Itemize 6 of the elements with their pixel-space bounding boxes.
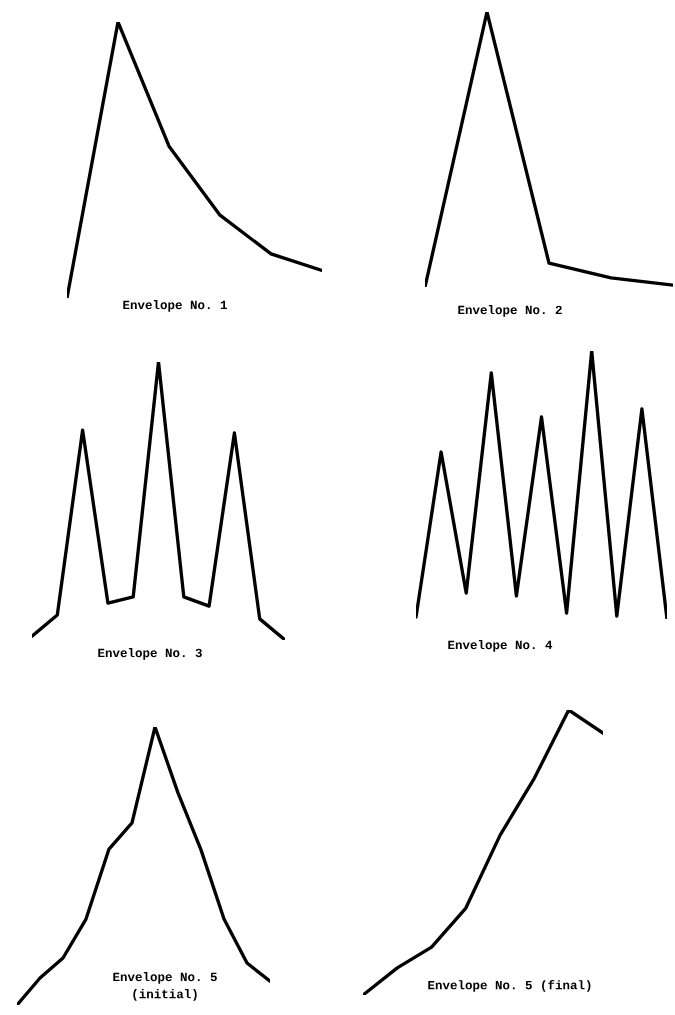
text: Envelope No. 2 bbox=[458, 305, 562, 317]
text: Envelope No. 3 bbox=[98, 648, 202, 660]
text: Envelope No. 4 bbox=[448, 640, 553, 652]
text: Envelope No. 1 bbox=[123, 300, 227, 312]
text: Envelope No. 5 (final) bbox=[428, 980, 591, 992]
text: Envelope No. 5 (initial) bbox=[113, 972, 217, 1001]
